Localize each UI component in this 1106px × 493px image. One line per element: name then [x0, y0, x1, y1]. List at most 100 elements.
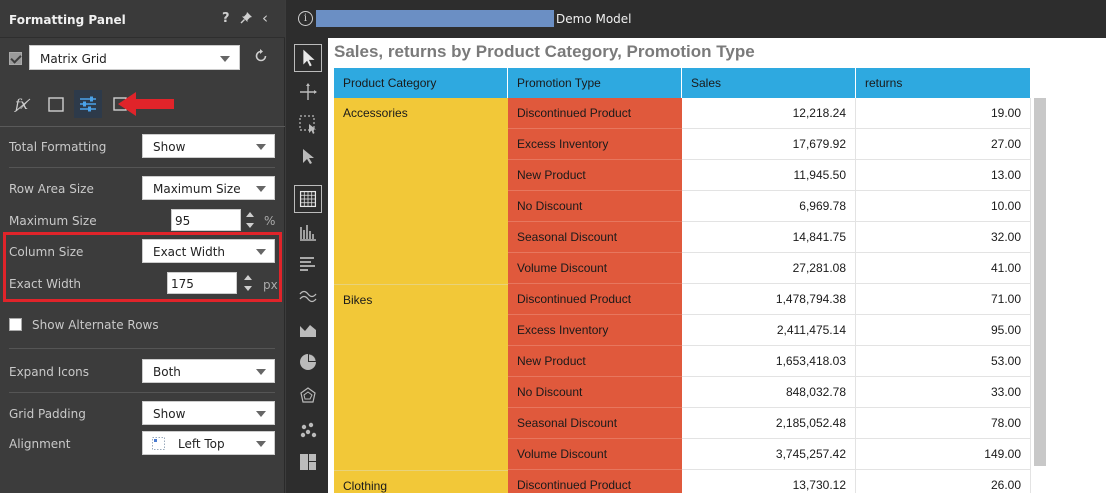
returns-cell[interactable]: 32.00 [856, 222, 1031, 253]
grid-padding-select[interactable]: Show [142, 401, 275, 425]
expand-icons-value: Both [153, 365, 181, 379]
divider [0, 126, 285, 127]
promotion-cell[interactable]: Volume Discount [508, 253, 682, 284]
move-icon[interactable] [294, 78, 322, 106]
panel-header: Formatting Panel ? ‹ [0, 0, 285, 38]
show-alternate-rows-checkbox[interactable] [9, 318, 22, 331]
sales-cell[interactable]: 848,032.78 [682, 377, 856, 408]
model-path-bar [316, 10, 554, 27]
select-region-icon[interactable] [294, 110, 322, 138]
alignment-select[interactable]: Left Top [142, 431, 275, 455]
visualization-checkbox[interactable] [9, 52, 22, 65]
promotion-cell[interactable]: Discontinued Product [508, 284, 682, 315]
column-header-promotion-type[interactable]: Promotion Type [508, 68, 682, 98]
sales-cell[interactable]: 27,281.08 [682, 253, 856, 284]
radar-chart-icon[interactable] [294, 382, 322, 410]
sales-cell[interactable]: 1,653,418.03 [682, 346, 856, 377]
model-name: Demo Model [556, 12, 632, 26]
promotion-cell[interactable]: New Product [508, 160, 682, 191]
chevron-down-icon [256, 249, 266, 255]
panel-tabs: fx [0, 86, 285, 122]
sales-cell[interactable]: 2,185,052.48 [682, 408, 856, 439]
pin-icon[interactable] [240, 11, 253, 28]
reset-icon[interactable] [253, 48, 269, 64]
chevron-down-icon [256, 411, 266, 417]
pie-chart-icon[interactable] [294, 348, 322, 376]
sales-cell[interactable]: 14,841.75 [682, 222, 856, 253]
tool-strip [286, 38, 328, 493]
total-formatting-value: Show [153, 140, 186, 154]
maximum-size-input[interactable]: 95 [171, 209, 241, 231]
sales-cell[interactable]: 1,478,794.38 [682, 284, 856, 315]
line-chart-icon[interactable] [294, 282, 322, 310]
tab-sliders-icon[interactable] [74, 90, 102, 118]
column-header-returns[interactable]: returns [856, 68, 1031, 98]
spinner-arrows-icon[interactable] [243, 209, 257, 231]
exact-width-input[interactable]: 175 [167, 272, 237, 294]
promotion-cell[interactable]: No Discount [508, 191, 682, 222]
area-chart-icon[interactable] [294, 316, 322, 344]
returns-cell[interactable]: 13.00 [856, 160, 1031, 191]
returns-cell[interactable]: 26.00 [856, 470, 1031, 493]
grid-view-icon[interactable] [294, 185, 322, 213]
returns-cell[interactable]: 41.00 [856, 253, 1031, 284]
exact-width-unit: px [263, 278, 278, 292]
promotion-cell[interactable]: Discontinued Product [508, 470, 682, 493]
bar-chart-icon[interactable] [294, 250, 322, 278]
column-chart-icon[interactable] [294, 218, 322, 246]
promotion-cell[interactable]: No Discount [508, 377, 682, 408]
returns-cell[interactable]: 33.00 [856, 377, 1031, 408]
show-alternate-rows-label: Show Alternate Rows [32, 318, 159, 332]
sales-cell[interactable]: 17,679.92 [682, 129, 856, 160]
grid-padding-label: Grid Padding [9, 407, 86, 421]
sales-cell[interactable]: 13,730.12 [682, 470, 856, 493]
promotion-cell[interactable]: Discontinued Product [508, 98, 682, 129]
promotion-cell[interactable]: Excess Inventory [508, 129, 682, 160]
formatting-panel: Formatting Panel ? ‹ Matrix Grid fx [0, 0, 285, 493]
pointer-icon[interactable] [294, 44, 322, 72]
returns-cell[interactable]: 10.00 [856, 191, 1031, 222]
tab-formula-icon[interactable]: fx [10, 90, 38, 118]
returns-cell[interactable]: 71.00 [856, 284, 1031, 315]
returns-cell[interactable]: 95.00 [856, 315, 1031, 346]
promotion-cell[interactable]: New Product [508, 346, 682, 377]
sales-cell[interactable]: 3,745,257.42 [682, 439, 856, 470]
category-cell[interactable]: Accessories [334, 98, 508, 284]
returns-cell[interactable]: 78.00 [856, 408, 1031, 439]
sales-cell[interactable]: 12,218.24 [682, 98, 856, 129]
promotion-cell[interactable]: Seasonal Discount [508, 408, 682, 439]
visualization-select-value: Matrix Grid [40, 52, 107, 66]
treemap-icon[interactable] [294, 448, 322, 476]
help-icon[interactable]: ? [222, 11, 230, 26]
promotion-cell[interactable]: Excess Inventory [508, 315, 682, 346]
returns-cell[interactable]: 19.00 [856, 98, 1031, 129]
column-header-product-category[interactable]: Product Category [334, 68, 508, 98]
category-cell[interactable]: Bikes [334, 284, 508, 470]
total-formatting-select[interactable]: Show [142, 134, 275, 158]
promotion-cell[interactable]: Volume Discount [508, 439, 682, 470]
tab-frame-icon[interactable] [42, 90, 70, 118]
promotion-cell[interactable]: Seasonal Discount [508, 222, 682, 253]
returns-cell[interactable]: 53.00 [856, 346, 1031, 377]
maximum-size-value: 95 [175, 214, 191, 228]
scatter-chart-icon[interactable] [294, 416, 322, 444]
sales-cell[interactable]: 6,969.78 [682, 191, 856, 222]
sales-cell[interactable]: 11,945.50 [682, 160, 856, 191]
expand-icons-select[interactable]: Both [142, 359, 275, 383]
sales-cell[interactable]: 2,411,475.14 [682, 315, 856, 346]
drill-pointer-icon[interactable] [294, 142, 322, 170]
column-header-sales[interactable]: Sales [682, 68, 856, 98]
spinner-arrows-icon[interactable] [241, 272, 255, 294]
visualization-select[interactable]: Matrix Grid [29, 45, 240, 70]
alignment-left-top-icon [152, 437, 165, 450]
alignment-label: Alignment [9, 437, 71, 451]
info-icon[interactable]: i [298, 11, 313, 26]
category-cell[interactable]: Clothing [334, 470, 508, 493]
row-area-size-select[interactable]: Maximum Size [142, 176, 275, 200]
returns-cell[interactable]: 149.00 [856, 439, 1031, 470]
returns-cell[interactable]: 27.00 [856, 129, 1031, 160]
total-formatting-label: Total Formatting [9, 140, 107, 154]
chevron-left-icon[interactable]: ‹ [262, 9, 268, 27]
vertical-scrollbar[interactable] [1034, 98, 1046, 466]
column-size-select[interactable]: Exact Width [142, 239, 275, 263]
